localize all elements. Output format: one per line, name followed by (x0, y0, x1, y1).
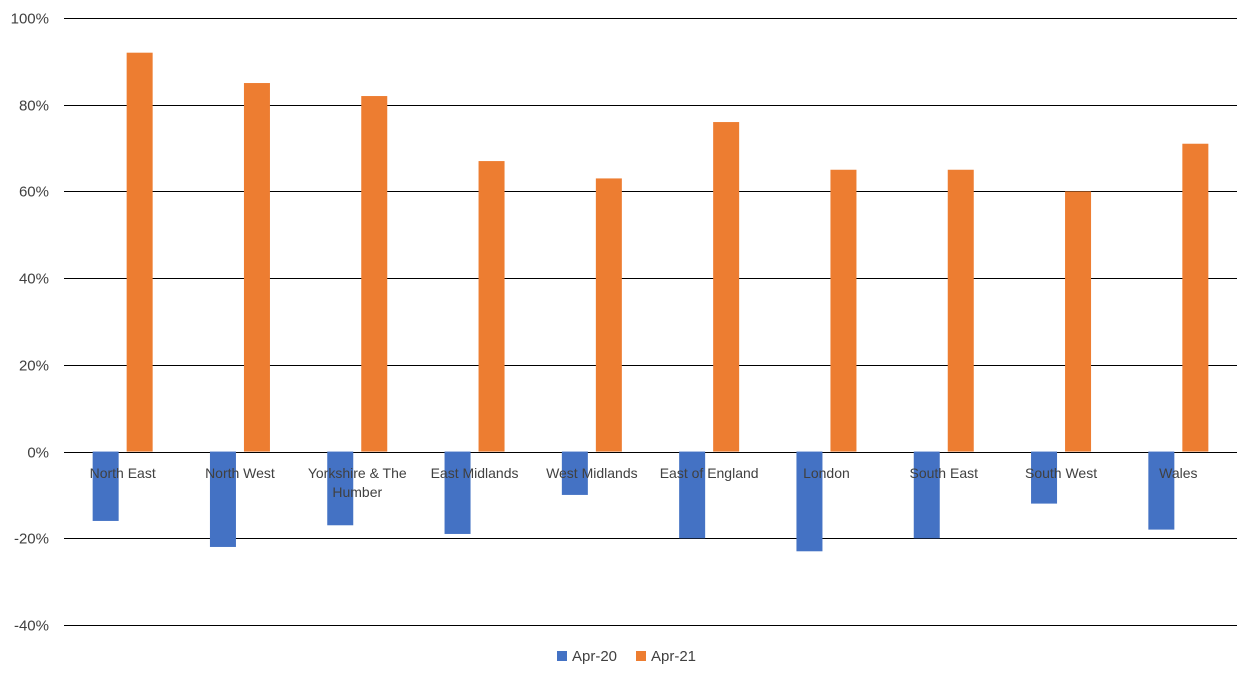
legend-swatch (557, 651, 567, 661)
bar-apr-21 (361, 96, 388, 452)
y-tick-label: 20% (19, 358, 49, 375)
y-tick-label: 40% (19, 271, 49, 288)
bar-apr-20 (327, 451, 354, 526)
legend-item: Apr-21 (636, 648, 696, 665)
bar-apr-20 (561, 451, 588, 495)
legend-item: Apr-20 (557, 648, 617, 665)
y-tick-label: 80% (19, 98, 49, 115)
category-label: North East (90, 465, 156, 481)
category-label: North West (205, 465, 275, 481)
legend-label: Apr-21 (651, 648, 696, 665)
bar-apr-21 (243, 83, 270, 452)
y-tick-label: -40% (14, 618, 49, 635)
bar-apr-21 (713, 122, 740, 452)
category-labels: North East North West Yorkshire & The Humbe… (90, 465, 1198, 500)
bar-apr-20 (913, 451, 940, 539)
bar-apr-20 (679, 451, 706, 539)
bar-apr-21 (126, 52, 153, 452)
legend-swatch (636, 651, 646, 661)
bar-apr-20 (796, 451, 823, 552)
category-label: Yorkshire & The Humber (308, 465, 407, 500)
bar-apr-20 (1148, 451, 1175, 530)
bar-apr-21 (1065, 191, 1092, 452)
category-label: London (803, 465, 850, 481)
y-tick-label: -20% (14, 531, 49, 548)
category-label: South West (1025, 465, 1097, 481)
category-label: West Midlands (546, 465, 638, 481)
bar-apr-21 (478, 161, 505, 452)
bar-apr-20 (444, 451, 471, 534)
y-tick-label: 100% (11, 11, 49, 28)
category-label: East Midlands (431, 465, 519, 481)
category-label: Wales (1159, 465, 1197, 481)
bar-apr-20 (92, 451, 119, 521)
y-tick-label: 0% (27, 445, 49, 462)
legend-label: Apr-20 (572, 648, 617, 665)
bar-apr-21 (1182, 143, 1209, 452)
bar-apr-20 (209, 451, 236, 547)
y-axis-tick-labels: 100% 80% 60% 40% 20% 0% -20% -40% (11, 11, 49, 635)
legend: Apr-20 Apr-21 (557, 648, 696, 665)
bar-apr-21 (595, 178, 622, 452)
bar-apr-21 (830, 169, 857, 452)
bar-apr-20 (1031, 451, 1058, 504)
category-label: East of England (660, 465, 759, 481)
bars (92, 52, 1209, 552)
y-tick-label: 60% (19, 184, 49, 201)
bar-apr-21 (947, 169, 974, 452)
category-label: South East (910, 465, 979, 481)
gridlines (64, 18, 1237, 626)
